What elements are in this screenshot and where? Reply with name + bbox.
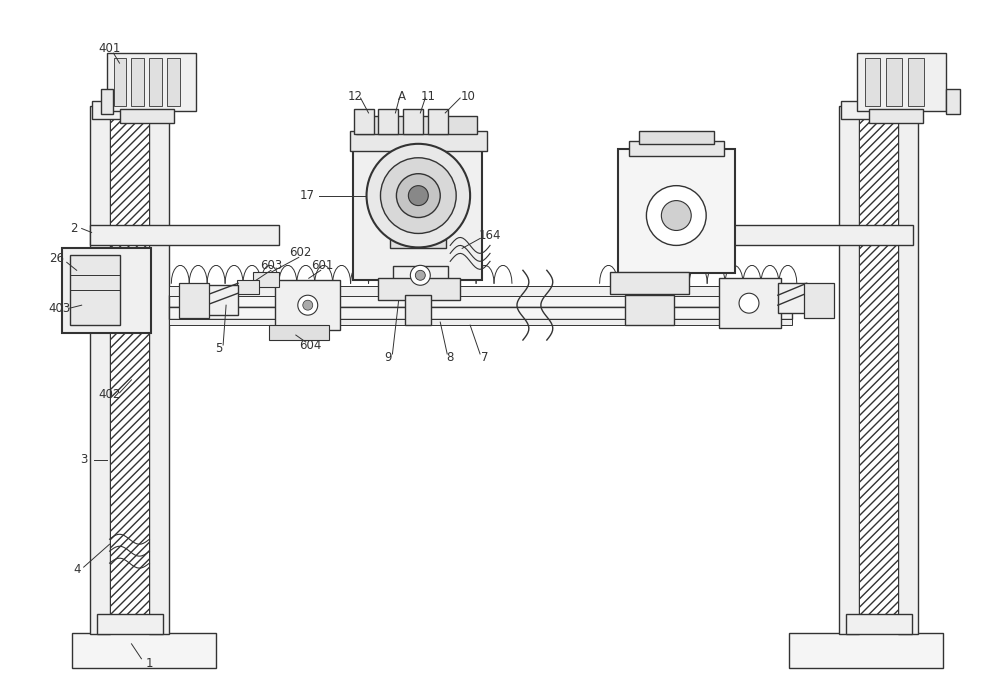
Text: 10: 10 <box>461 89 476 103</box>
Bar <box>908 58 924 106</box>
Bar <box>390 230 446 248</box>
Text: 26: 26 <box>49 252 64 265</box>
Text: 17: 17 <box>299 189 314 202</box>
Bar <box>859 111 898 629</box>
Text: 4: 4 <box>73 563 80 576</box>
Text: 604: 604 <box>300 339 322 352</box>
Text: 3: 3 <box>80 453 87 466</box>
Bar <box>789 633 943 668</box>
Bar <box>101 89 113 114</box>
Bar <box>729 225 913 246</box>
Bar <box>70 255 120 325</box>
Bar <box>804 283 834 318</box>
Bar <box>275 281 340 330</box>
Bar <box>719 279 781 328</box>
Bar <box>378 109 398 134</box>
Bar <box>149 58 162 106</box>
Text: 12: 12 <box>348 89 363 103</box>
Bar <box>131 58 144 106</box>
Bar <box>629 141 724 156</box>
Text: 601: 601 <box>312 259 334 272</box>
Bar <box>253 272 279 288</box>
Bar <box>865 58 880 106</box>
Bar <box>378 279 460 300</box>
Bar <box>886 58 902 106</box>
Bar <box>90 225 279 246</box>
Bar <box>354 109 374 134</box>
Bar <box>898 106 918 634</box>
Circle shape <box>303 300 313 310</box>
Text: 9: 9 <box>385 352 392 364</box>
Bar <box>841 101 918 119</box>
Bar <box>350 131 487 151</box>
Bar <box>610 272 689 295</box>
Text: 7: 7 <box>481 352 489 364</box>
Text: 603: 603 <box>260 259 282 272</box>
Bar <box>169 286 792 296</box>
Circle shape <box>408 186 428 206</box>
Circle shape <box>298 295 318 315</box>
Text: A: A <box>398 89 406 103</box>
Bar <box>846 614 912 634</box>
Text: 2: 2 <box>70 222 77 235</box>
Circle shape <box>415 270 425 281</box>
Bar <box>169 295 792 307</box>
Bar <box>97 614 163 634</box>
Bar <box>114 58 126 106</box>
Bar <box>269 325 329 340</box>
Bar <box>618 149 735 274</box>
Bar <box>92 101 169 119</box>
Bar <box>778 283 806 313</box>
Text: 11: 11 <box>421 89 436 103</box>
Bar <box>169 319 792 325</box>
Circle shape <box>367 144 470 247</box>
Text: 1: 1 <box>146 658 153 670</box>
Text: 403: 403 <box>49 302 71 315</box>
Bar <box>403 109 423 134</box>
Bar <box>428 109 448 134</box>
Bar <box>72 633 216 668</box>
Bar <box>393 267 448 295</box>
Text: 401: 401 <box>98 42 121 54</box>
Circle shape <box>380 158 456 233</box>
Bar <box>857 53 946 111</box>
Bar <box>149 106 169 634</box>
Circle shape <box>646 186 706 246</box>
Bar <box>946 89 960 114</box>
Bar <box>353 136 482 281</box>
Bar <box>167 58 180 106</box>
Bar <box>839 106 859 634</box>
Bar <box>356 116 477 134</box>
Text: 602: 602 <box>290 246 312 259</box>
Circle shape <box>396 174 440 218</box>
Bar <box>625 295 674 325</box>
Bar <box>405 295 431 325</box>
Text: 164: 164 <box>479 229 501 242</box>
Bar <box>869 109 923 123</box>
Circle shape <box>410 265 430 285</box>
Bar <box>169 307 792 319</box>
Bar <box>237 281 259 295</box>
Text: 5: 5 <box>215 341 223 355</box>
Text: 402: 402 <box>98 388 121 401</box>
Circle shape <box>661 200 691 230</box>
Bar <box>62 248 151 333</box>
Bar <box>179 283 209 318</box>
Text: 8: 8 <box>447 352 454 364</box>
Bar <box>107 53 196 111</box>
Bar <box>90 106 110 634</box>
Circle shape <box>739 293 759 313</box>
Bar <box>639 131 714 144</box>
Bar <box>110 111 149 629</box>
Bar <box>206 285 238 315</box>
Bar <box>120 109 174 123</box>
